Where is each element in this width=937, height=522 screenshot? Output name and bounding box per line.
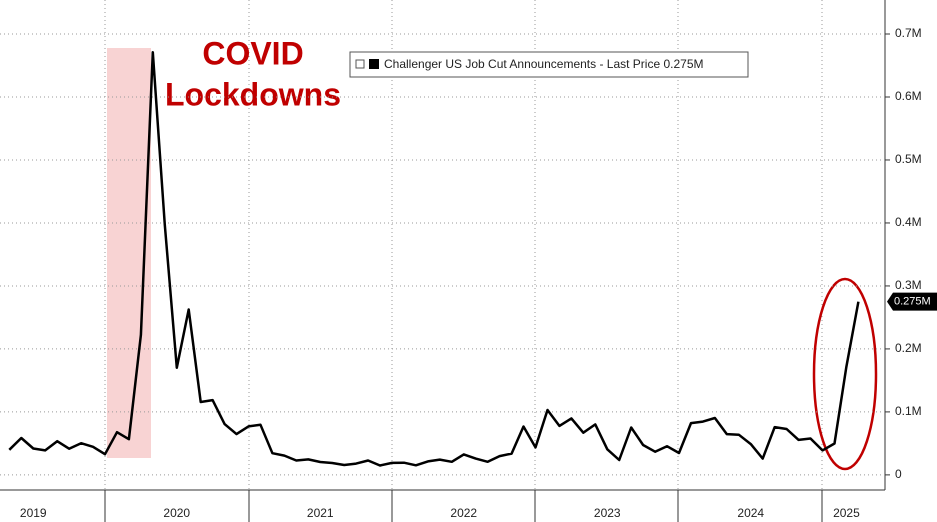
x-tick-label: 2023 bbox=[594, 506, 621, 520]
annotation: Lockdowns bbox=[165, 76, 341, 112]
annotation: COVID bbox=[202, 35, 303, 71]
last-value-box bbox=[887, 292, 937, 311]
year-separators bbox=[104, 0, 823, 490]
last-value-label: 0.275M bbox=[894, 296, 931, 308]
x-tick-label: 2021 bbox=[307, 506, 334, 520]
x-tick-label: 2024 bbox=[737, 506, 764, 520]
year-ticks bbox=[104, 490, 823, 522]
y-tick-label: 0.6M bbox=[895, 89, 922, 103]
highlight-ellipse bbox=[812, 277, 878, 471]
y-tick-label: 0.2M bbox=[895, 341, 922, 355]
x-tick-label: 2022 bbox=[450, 506, 477, 520]
y-tick-label: 0.5M bbox=[895, 152, 922, 166]
y-tick-label: 0.1M bbox=[895, 404, 922, 418]
x-tick-label: 2020 bbox=[163, 506, 190, 520]
x-tick-label: 2025 bbox=[833, 506, 860, 520]
legend: Challenger US Job Cut Announcements - La… bbox=[349, 51, 749, 78]
y-tick-label: 0 bbox=[895, 467, 902, 481]
last-value-tag: 0.275M bbox=[887, 292, 937, 311]
x-tick-label: 2019 bbox=[20, 506, 47, 520]
y-tick-label: 0.7M bbox=[895, 26, 922, 40]
y-tick-label: 0.4M bbox=[895, 215, 922, 229]
legend-label: Challenger US Job Cut Announcements - La… bbox=[384, 57, 704, 71]
series-line bbox=[8, 50, 860, 467]
y-tick-label: 0.3M bbox=[895, 278, 922, 292]
